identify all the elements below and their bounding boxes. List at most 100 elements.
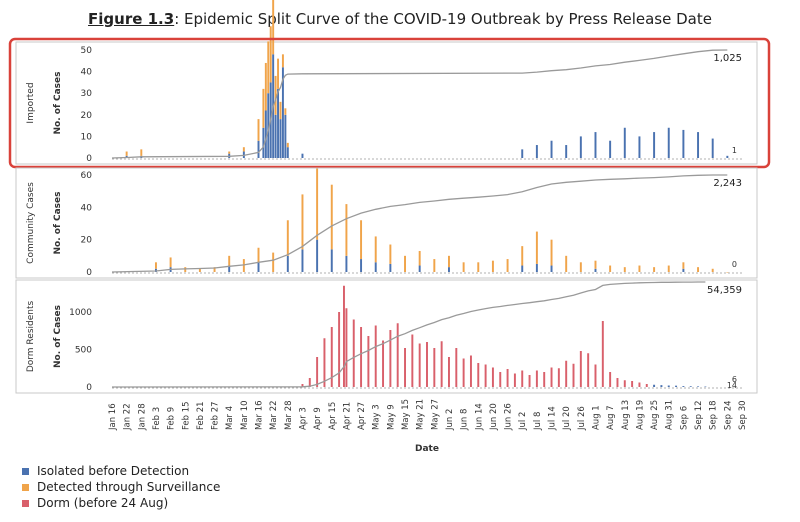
bar-surveillance <box>284 108 287 115</box>
end-label-community-cases: 0 <box>732 260 737 269</box>
bar-dorm <box>587 353 590 387</box>
bar-isolated <box>228 265 231 272</box>
x-tick-label: May 27 <box>430 399 440 430</box>
panel-ylabel-dorm-residents: No. of Cases <box>53 305 63 368</box>
bar-isolated <box>726 155 729 158</box>
bar-dorm <box>521 370 524 387</box>
bar-surveillance <box>535 231 538 264</box>
bar-dorm <box>462 358 465 387</box>
highlight-box-imported <box>8 37 771 169</box>
y-tick-label: 10 <box>81 132 93 142</box>
bar-isolated <box>521 149 524 158</box>
bar-isolated <box>277 88 280 158</box>
bar-dorm <box>301 384 304 387</box>
x-tick-label: Sep 6 <box>679 406 689 430</box>
legend-item-surveillance: Detected through Surveillance <box>22 479 220 495</box>
bar-surveillance <box>198 268 201 272</box>
y-tick-label: 40 <box>81 68 93 78</box>
x-tick-label: Jul 8 <box>533 412 543 431</box>
legend-swatch-isolated <box>22 467 29 475</box>
bar-dorm <box>330 327 333 387</box>
bar-surveillance <box>506 259 509 272</box>
y-tick-label: 40 <box>81 203 93 213</box>
bar-isolated <box>286 147 289 158</box>
y-tick-label: 30 <box>81 89 93 99</box>
bar-dorm <box>506 369 509 387</box>
bar-isolated <box>711 138 714 158</box>
x-tick-label: Jun 8 <box>460 409 470 431</box>
bar-isolated <box>448 267 450 272</box>
bar-isolated <box>284 114 287 158</box>
bar-surveillance <box>257 119 260 141</box>
bar-surveillance <box>301 194 304 250</box>
bar-surveillance <box>345 204 348 256</box>
bar-dorm <box>440 341 443 387</box>
bar-dorm <box>499 372 502 387</box>
bar-surveillance <box>286 220 289 256</box>
bar-dorm <box>455 348 458 387</box>
bar-surveillance <box>521 246 524 266</box>
bar-dorm <box>594 364 597 387</box>
bar-isolated <box>257 262 260 272</box>
x-tick-label: Feb 9 <box>167 407 177 430</box>
bar-surveillance <box>579 262 582 272</box>
bar-surveillance <box>477 262 480 272</box>
bar-isolated <box>550 265 553 272</box>
y-tick-label: 20 <box>81 111 93 121</box>
cumulative-total-dorm-residents: 54,359 <box>707 285 742 296</box>
x-tick-label: Mar 28 <box>284 400 294 430</box>
x-tick-label: Mar 16 <box>255 400 265 430</box>
bar-surveillance <box>682 262 685 269</box>
bar-dorm <box>616 378 619 387</box>
bar-isolated <box>535 145 538 158</box>
figure-title-text: : Epidemic Split Curve of the COVID-19 O… <box>174 10 712 28</box>
bar-dorm <box>308 378 311 387</box>
bar-dorm <box>550 367 553 387</box>
x-tick-label: Feb 3 <box>152 407 162 430</box>
bar-surveillance <box>269 26 272 83</box>
cumulative-curve-community-cases <box>111 174 728 273</box>
bar-dorm <box>579 351 582 387</box>
bar-dorm <box>645 384 648 387</box>
bar-isolated <box>682 129 685 158</box>
bar-dorm <box>374 325 377 387</box>
cumulative-total-imported: 1,025 <box>713 53 742 64</box>
x-tick-label: May 3 <box>372 404 382 430</box>
bar-isolated <box>281 67 284 158</box>
bar-surveillance <box>491 260 494 272</box>
chart-legend: Isolated before Detection Detected throu… <box>22 463 220 511</box>
bar-dorm <box>316 357 319 387</box>
bar-dorm <box>404 348 406 387</box>
bar-surveillance <box>267 41 270 94</box>
bar-dorm <box>367 336 370 387</box>
panel-name-dorm-residents: Dorm Residents <box>26 301 36 373</box>
x-tick-label: Apr 3 <box>298 407 308 430</box>
bar-surveillance <box>274 75 277 115</box>
bar-surveillance <box>565 255 568 272</box>
x-tick-label: Aug 13 <box>621 400 631 430</box>
bar-dorm <box>572 363 575 387</box>
y-tick-label: 0 <box>86 383 92 393</box>
y-tick-label: 1000 <box>69 308 92 318</box>
x-tick-label: Jul 26 <box>577 406 587 431</box>
bar-isolated <box>697 132 700 158</box>
bar-dorm <box>448 357 450 387</box>
bar-surveillance <box>262 88 265 128</box>
bar-isolated <box>653 132 656 158</box>
bar-isolated <box>675 385 678 387</box>
bar-surveillance <box>154 262 157 269</box>
bar-dorm <box>638 382 641 387</box>
bar-surveillance <box>257 247 260 263</box>
bar-dorm <box>623 380 626 387</box>
legend-label-isolated: Isolated before Detection <box>37 464 190 478</box>
panel-name-imported: Imported <box>26 82 36 123</box>
legend-swatch-surveillance <box>22 483 29 491</box>
x-tick-label: Aug 19 <box>635 400 645 430</box>
bar-isolated <box>257 140 260 158</box>
bar-surveillance <box>623 267 626 272</box>
y-tick-label: 0 <box>86 154 92 164</box>
bar-isolated <box>623 127 626 158</box>
bar-surveillance <box>169 257 172 268</box>
bar-isolated <box>667 385 670 387</box>
